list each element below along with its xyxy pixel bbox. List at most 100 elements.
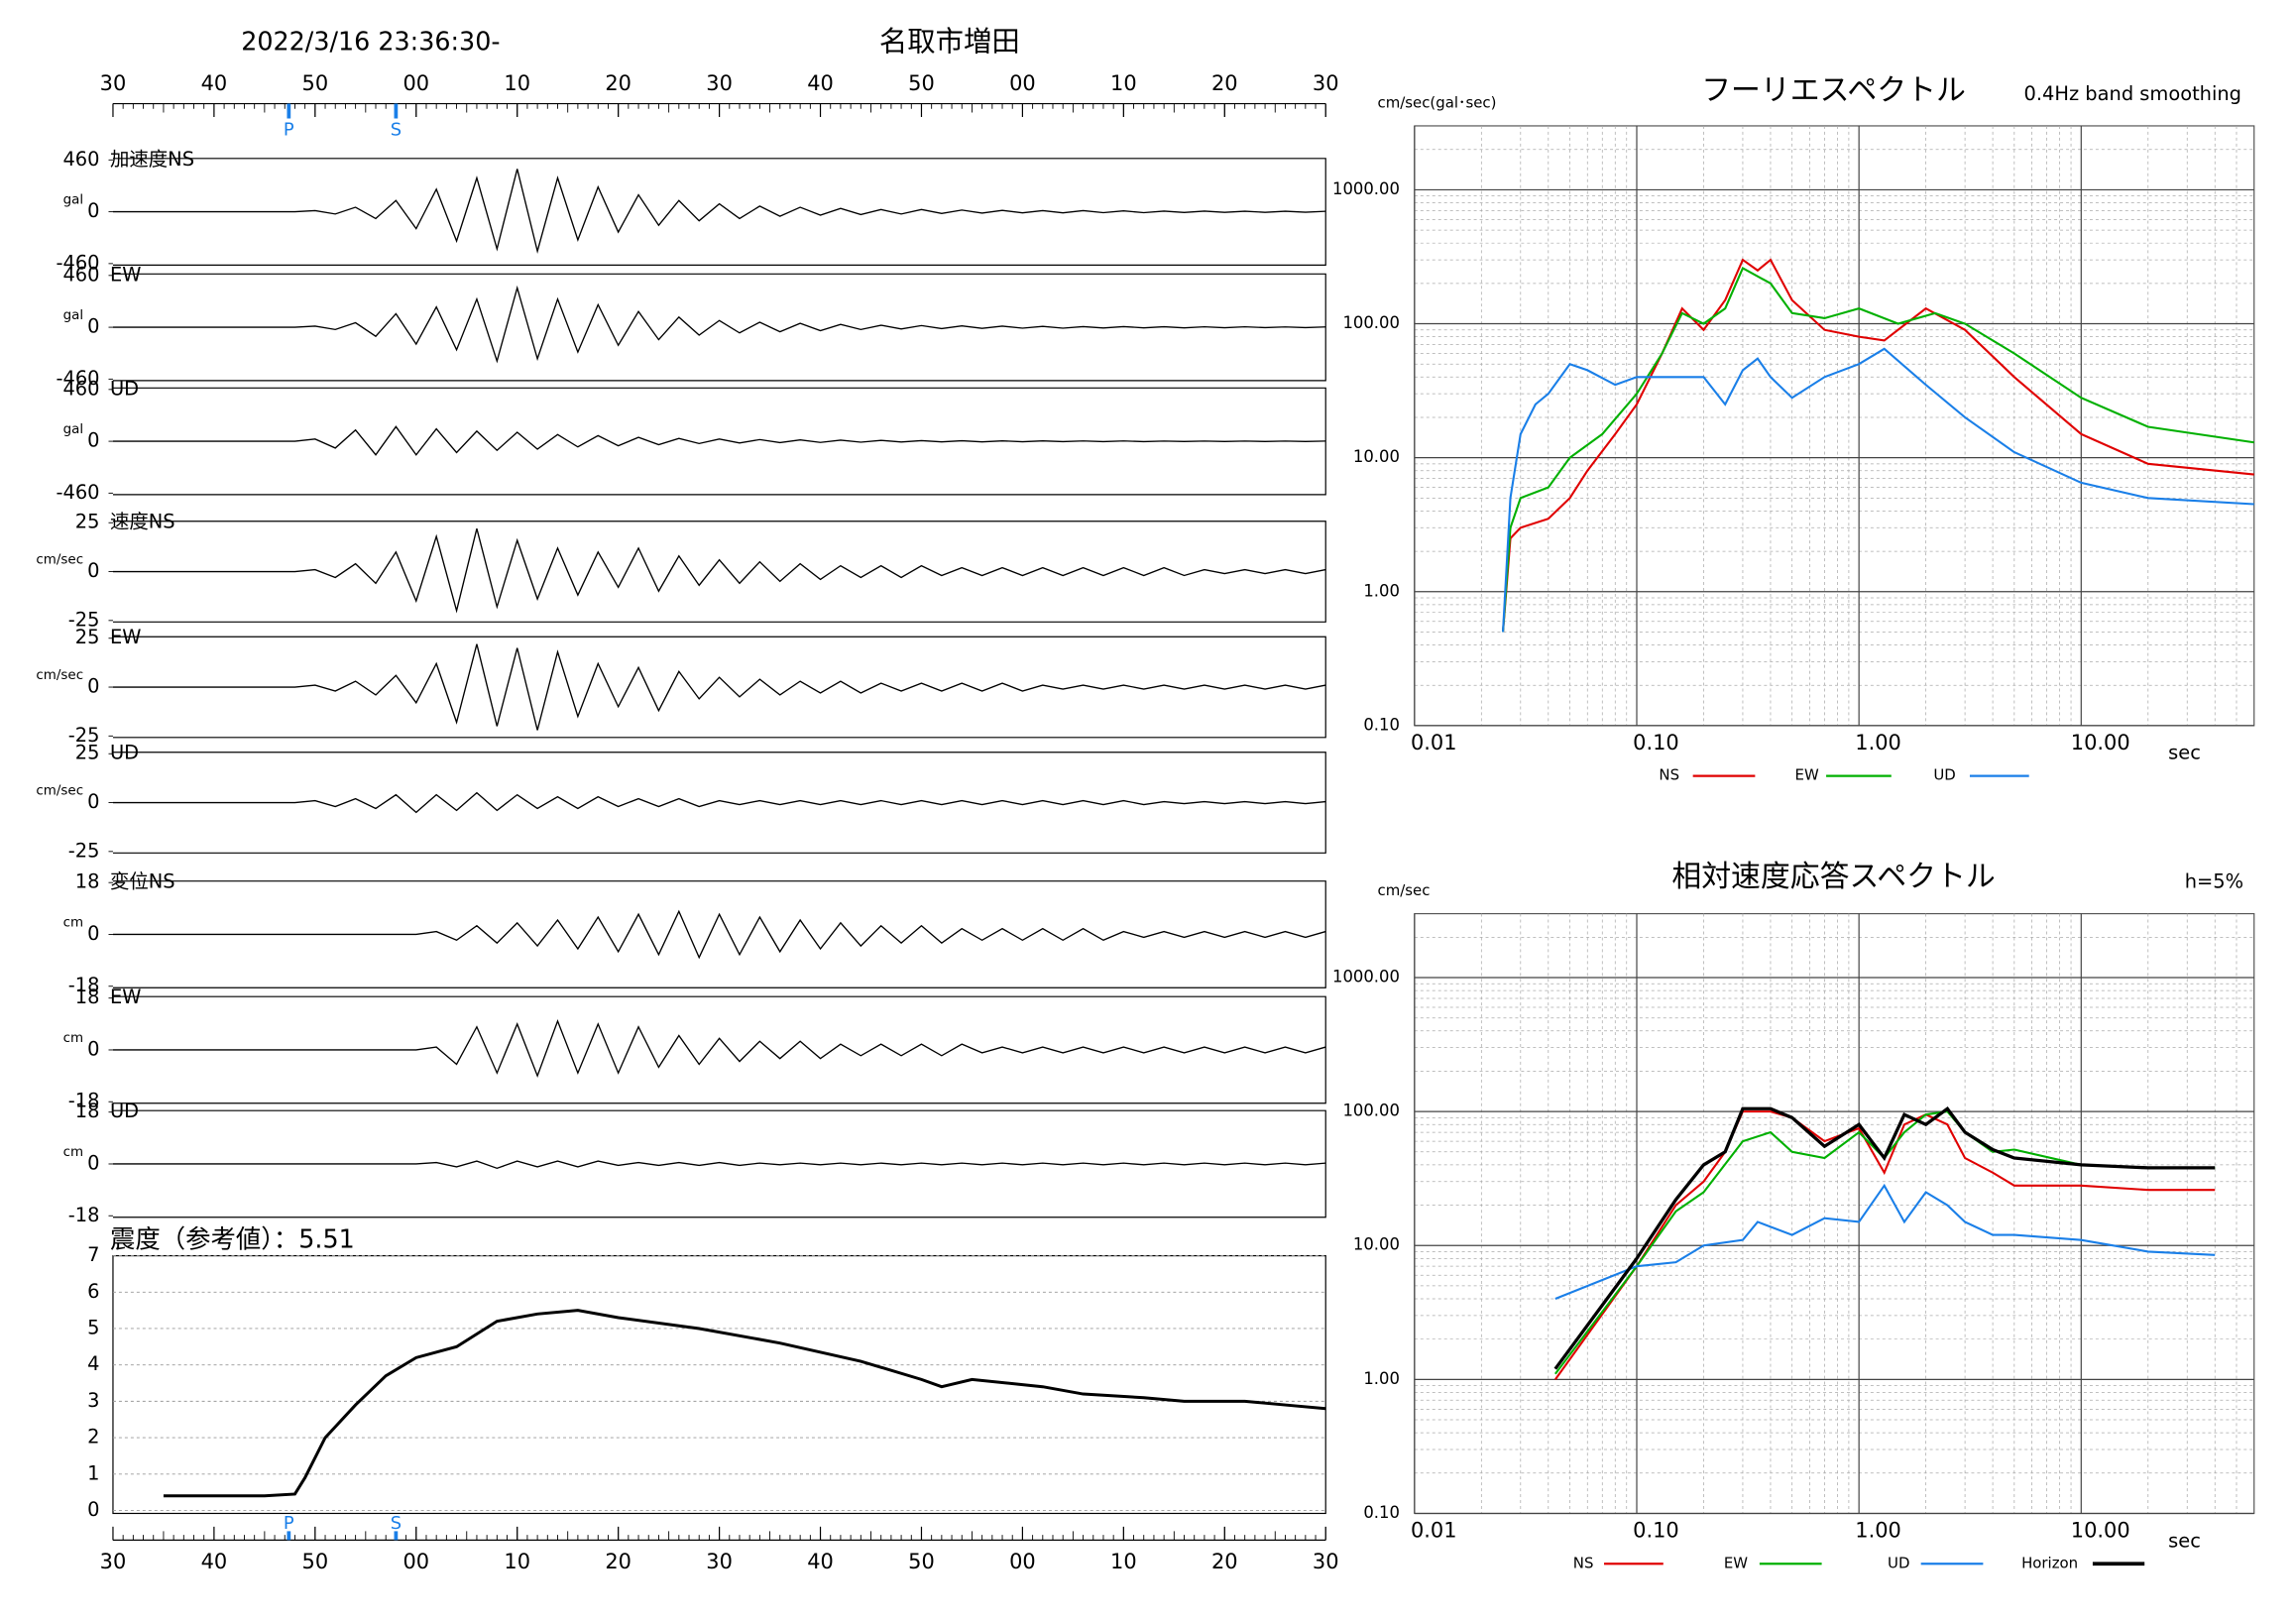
x-tick-label: 0.01 bbox=[1411, 1518, 1457, 1542]
y-tick-label: 0 bbox=[87, 1151, 99, 1174]
panel-unit: cm/sec bbox=[36, 668, 83, 683]
panel-frame bbox=[112, 636, 1326, 739]
panel-label: UD bbox=[110, 742, 139, 764]
time-tick-label: 30 bbox=[706, 1550, 733, 1573]
station-name: 名取市増田 bbox=[879, 25, 1020, 58]
panel-label: EW bbox=[110, 263, 141, 286]
waveform bbox=[112, 169, 1326, 255]
y-tick-label: -18 bbox=[68, 974, 100, 996]
panel-label: 変位NS bbox=[110, 870, 175, 893]
waveform bbox=[112, 1160, 1326, 1170]
y-tick-label: 1 bbox=[87, 1461, 99, 1484]
y-tick-label: 0 bbox=[87, 1037, 99, 1060]
spectrum-line bbox=[1553, 1110, 2216, 1380]
phase-label: S bbox=[391, 1513, 402, 1534]
waveform bbox=[112, 527, 1326, 614]
time-tick-label: 40 bbox=[807, 1550, 834, 1573]
y-tick-label: 0 bbox=[87, 1498, 99, 1521]
panel-unit: cm/sec bbox=[36, 553, 83, 568]
time-tick-label: 20 bbox=[605, 1550, 631, 1573]
plot-frame bbox=[1414, 912, 2255, 1515]
intensity-line bbox=[163, 1309, 1326, 1498]
y-tick-label: 0 bbox=[87, 559, 99, 582]
spectrum-line bbox=[1502, 258, 2254, 633]
legend-label: EW bbox=[1795, 766, 1819, 784]
waveform bbox=[112, 1019, 1326, 1079]
waveform bbox=[112, 643, 1326, 731]
y-tick-label: 25 bbox=[75, 626, 100, 648]
y-tick-label: 1000.00 bbox=[1332, 179, 1400, 198]
spectrum-line bbox=[1502, 347, 2254, 633]
panel-label: 加速度NS bbox=[110, 148, 194, 171]
y-tick-label: 100.00 bbox=[1343, 313, 1400, 332]
legend-label: UD bbox=[1888, 1554, 1909, 1571]
panel-label: UD bbox=[110, 377, 139, 400]
waveform bbox=[112, 909, 1326, 960]
time-tick-label: 10 bbox=[504, 1550, 530, 1573]
intensity-frame bbox=[112, 1254, 1326, 1515]
y-tick-label: 0 bbox=[87, 922, 99, 945]
y-tick-label: 0 bbox=[87, 315, 99, 338]
panel-unit: cm bbox=[63, 1145, 83, 1160]
legend-label: NS bbox=[1659, 766, 1679, 784]
panel-label: 速度NS bbox=[110, 511, 175, 533]
time-tick-label: 30 bbox=[100, 1550, 127, 1573]
time-tick-label: 30 bbox=[100, 71, 127, 95]
time-tick-label: 40 bbox=[807, 71, 834, 95]
time-tick-label: 00 bbox=[1009, 71, 1036, 95]
y-tick-label: -25 bbox=[68, 724, 100, 747]
time-tick-label: 20 bbox=[605, 71, 631, 95]
response-x-label: sec bbox=[2168, 1529, 2201, 1552]
panel-label: UD bbox=[110, 1100, 139, 1122]
fourier-title: フーリエスペクトル bbox=[1701, 73, 1966, 108]
x-tick-label: 0.10 bbox=[1633, 731, 1679, 754]
legend-label: NS bbox=[1573, 1554, 1594, 1571]
panel-unit: gal bbox=[63, 308, 83, 323]
time-tick-label: 30 bbox=[1313, 71, 1339, 95]
x-tick-label: 1.00 bbox=[1855, 731, 1901, 754]
record-datetime: 2022/3/16 23:36:30- bbox=[241, 26, 500, 56]
time-tick-label: 00 bbox=[1009, 1550, 1036, 1573]
panel-label: EW bbox=[110, 626, 141, 648]
y-tick-label: -18 bbox=[68, 1090, 100, 1112]
y-tick-label: 25 bbox=[75, 511, 100, 533]
intensity-title: 震度（参考値）：5.51 bbox=[110, 1224, 355, 1254]
y-tick-label: 1.00 bbox=[1363, 581, 1400, 600]
panel-unit: gal bbox=[63, 422, 83, 437]
fourier-x-label: sec bbox=[2168, 742, 2201, 764]
response-y-label: cm/sec bbox=[1378, 881, 1431, 899]
time-tick-label: 20 bbox=[1211, 1550, 1238, 1573]
y-tick-label: 0.10 bbox=[1363, 1503, 1400, 1522]
y-tick-label: -460 bbox=[56, 481, 99, 504]
spectrum-line bbox=[1554, 1183, 2216, 1300]
y-tick-label: 18 bbox=[75, 870, 100, 893]
y-tick-label: 6 bbox=[87, 1280, 99, 1303]
spectrum-line bbox=[1502, 266, 2254, 633]
time-tick-label: 50 bbox=[908, 1550, 935, 1573]
y-tick-label: -25 bbox=[68, 608, 100, 631]
y-tick-label: 460 bbox=[62, 148, 99, 171]
panel-unit: cm bbox=[63, 1031, 83, 1046]
y-tick-label: 1000.00 bbox=[1332, 968, 1400, 986]
x-tick-label: 0.10 bbox=[1633, 1518, 1679, 1542]
phase-label: P bbox=[284, 119, 294, 140]
y-tick-label: 0.10 bbox=[1363, 715, 1400, 734]
y-tick-label: 25 bbox=[75, 742, 100, 764]
time-tick-label: 50 bbox=[302, 1550, 329, 1573]
x-tick-label: 10.00 bbox=[2071, 1518, 2130, 1542]
y-tick-label: 2 bbox=[87, 1426, 99, 1449]
panel-frame bbox=[112, 521, 1326, 623]
panel-label: EW bbox=[110, 985, 141, 1008]
time-tick-label: 10 bbox=[504, 71, 530, 95]
phase-label: S bbox=[391, 119, 402, 140]
y-tick-label: 3 bbox=[87, 1389, 99, 1412]
legend-label: EW bbox=[1724, 1554, 1748, 1571]
panel-frame bbox=[112, 995, 1326, 1104]
time-tick-label: 50 bbox=[302, 71, 329, 95]
y-tick-label: 0 bbox=[87, 199, 99, 222]
panel-unit: cm/sec bbox=[36, 784, 83, 799]
y-tick-label: 0 bbox=[87, 675, 99, 698]
y-tick-label: -460 bbox=[56, 251, 99, 274]
y-tick-label: 10.00 bbox=[1353, 1235, 1400, 1254]
